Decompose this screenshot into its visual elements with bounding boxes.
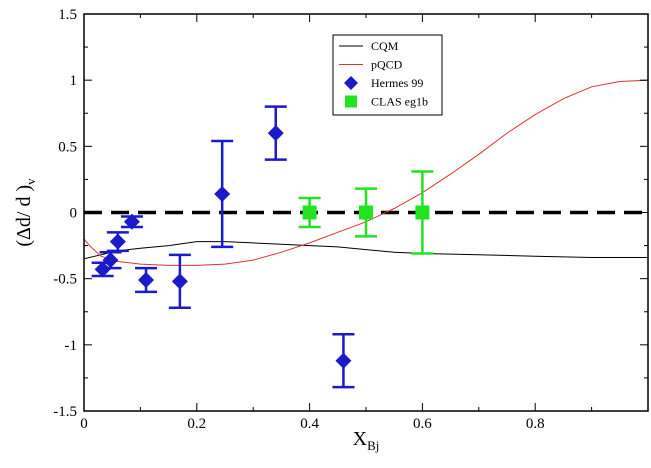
legend-swatch-square bbox=[345, 95, 357, 108]
y-tick-label: 0.5 bbox=[58, 139, 77, 155]
series-line-pqcd bbox=[84, 79, 648, 266]
legend-swatch-diamond bbox=[344, 76, 358, 90]
axis-ticks: 0 0.2 0.4 0.6 0.8 -1.5 -1 -0.5 0 0.5 1 1.5 bbox=[53, 7, 648, 432]
legend-entry-cqm: CQM bbox=[339, 39, 399, 53]
data-point-clas-eg1b bbox=[355, 187, 377, 238]
diamond-marker bbox=[102, 252, 119, 269]
diamond-marker bbox=[335, 352, 352, 369]
diamond-marker bbox=[109, 233, 126, 250]
y-tick-label: -1 bbox=[65, 338, 78, 354]
x-tick-label: 0.8 bbox=[526, 416, 545, 432]
legend-entry-pqcd: pQCD bbox=[339, 58, 403, 72]
y-tick-label: 1.5 bbox=[58, 7, 77, 23]
data-point-hermes-99 bbox=[211, 139, 234, 249]
legend-entry-hermes-99: Hermes 99 bbox=[344, 76, 423, 90]
y-tick-label: 1 bbox=[70, 73, 78, 89]
y-axis-label-subscript: v bbox=[23, 178, 38, 185]
plot-area bbox=[84, 79, 648, 389]
diamond-marker bbox=[171, 273, 188, 290]
square-marker bbox=[415, 205, 430, 220]
diamond-marker bbox=[267, 125, 284, 142]
legend-label: Hermes 99 bbox=[371, 76, 423, 90]
x-axis-label-subscript: Bj bbox=[367, 438, 379, 453]
data-point-hermes-99 bbox=[168, 253, 191, 310]
data-point-hermes-99 bbox=[91, 261, 114, 278]
square-marker bbox=[359, 205, 373, 220]
x-axis-label-main: X bbox=[353, 428, 368, 450]
square-marker bbox=[302, 205, 317, 220]
x-tick-label: 0.6 bbox=[413, 416, 432, 432]
y-tick-label: -0.5 bbox=[53, 272, 77, 288]
data-point-hermes-99 bbox=[332, 332, 355, 389]
diamond-marker bbox=[94, 261, 111, 278]
x-tick-label: 0.4 bbox=[300, 416, 319, 432]
data-point-hermes-99 bbox=[135, 266, 158, 294]
x-tick-label: 0.2 bbox=[187, 416, 206, 432]
series-line-cqm bbox=[84, 241, 648, 260]
legend: CQM pQCD Hermes 99 CLAS eg1b bbox=[332, 34, 443, 116]
y-axis-label-main: (Δd/ d ) bbox=[13, 185, 35, 247]
y-tick-label: 0 bbox=[70, 206, 78, 222]
data-point-hermes-99 bbox=[106, 231, 129, 253]
diamond-marker bbox=[123, 213, 140, 230]
legend-label: CLAS eg1b bbox=[371, 95, 428, 109]
diamond-marker bbox=[138, 271, 155, 288]
data-point-hermes-99 bbox=[264, 105, 287, 161]
diamond-marker bbox=[214, 185, 231, 202]
data-point-clas-eg1b bbox=[298, 196, 321, 229]
legend-label: pQCD bbox=[371, 58, 403, 72]
legend-entry-clas-eg1b: CLAS eg1b bbox=[345, 95, 428, 109]
data-point-clas-eg1b bbox=[411, 170, 434, 255]
data-point-hermes-99 bbox=[120, 213, 143, 230]
x-axis-label: XBj bbox=[353, 428, 380, 453]
data-point-hermes-99 bbox=[99, 250, 122, 270]
y-tick-label: -1.5 bbox=[53, 404, 77, 420]
x-tick-label: 0 bbox=[80, 416, 88, 432]
y-axis-label: (Δd/ d )v bbox=[13, 178, 38, 247]
legend-label: CQM bbox=[371, 39, 399, 53]
